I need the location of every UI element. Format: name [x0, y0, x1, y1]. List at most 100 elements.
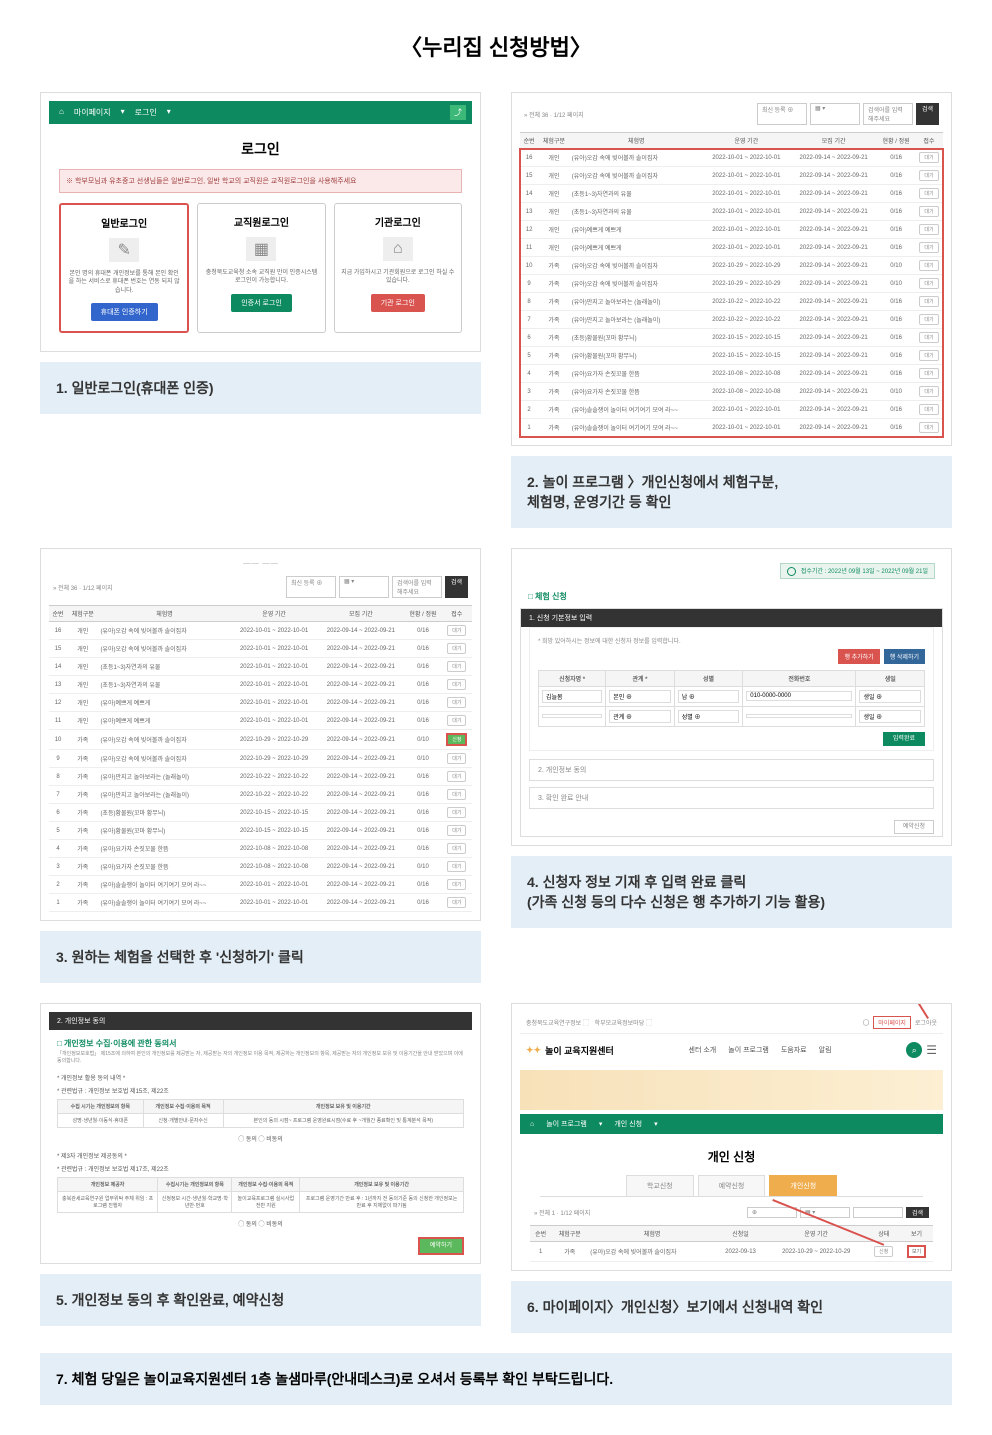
- login-card-button[interactable]: 인증서 로그인: [231, 294, 292, 312]
- top-link[interactable]: 충청북도교육연구정보 ⬚: [526, 1021, 589, 1027]
- search-input[interactable]: [853, 1207, 903, 1218]
- filter[interactable]: 최신 등록 ⊕: [757, 103, 807, 125]
- main-menu-item[interactable]: 센터 소개: [689, 1045, 717, 1055]
- nav-mypage[interactable]: 마이페이지: [74, 107, 111, 118]
- filter[interactable]: 최신 등록 ⊕: [286, 576, 336, 598]
- search-input[interactable]: 검색어를 입력해주세요: [392, 576, 442, 598]
- table-row[interactable]: 6가족(초등)황물원(꼬마 황무늬)2022-10-15 ~ 2022-10-1…: [520, 329, 943, 347]
- main-menu-item[interactable]: 알림: [819, 1045, 832, 1055]
- logout-link[interactable]: 로그아웃: [915, 1018, 937, 1027]
- main-menu-item[interactable]: 도움자료: [781, 1045, 807, 1055]
- nav-login[interactable]: 로그인: [135, 107, 157, 118]
- table-cell: (유아)솔솔쟁이 놀이터 여기여기 모여 라~~: [98, 876, 230, 894]
- table-cell: 2022-10-08 ~ 2022-10-08: [231, 840, 318, 858]
- table-cell: 6: [49, 804, 67, 822]
- table-row[interactable]: 6가족(초등)황물원(꼬마 황무늬)2022-10-15 ~ 2022-10-1…: [49, 804, 472, 822]
- bc-program[interactable]: 놀이 프로그램: [546, 1119, 587, 1129]
- search-input[interactable]: 검색어를 입력해주세요: [863, 103, 913, 125]
- table-row[interactable]: 16개인(유아)오감 속에 빚어볼까 솔이집자2022-10-01 ~ 2022…: [49, 622, 472, 640]
- table-row[interactable]: 1가족(유아)솔솔쟁이 놀이터 여기여기 모여 라~~2022-10-01 ~ …: [520, 419, 943, 437]
- submit-done-button[interactable]: 입력완료: [883, 732, 925, 746]
- date-icon[interactable]: ▦ ▾: [810, 103, 860, 125]
- phone-input[interactable]: [746, 714, 852, 718]
- apply-badge[interactable]: 신청: [446, 733, 467, 746]
- table-header: 접수: [915, 133, 943, 149]
- tab-2[interactable]: 개인신청: [769, 1175, 837, 1196]
- brand[interactable]: ✦✦ 놀이 교육지원센터: [526, 1044, 614, 1057]
- status-badge: 대기: [919, 224, 938, 235]
- agree-row-1[interactable]: ◯ 동의 ◯ 비동의: [49, 1134, 472, 1143]
- consent-submit-button[interactable]: 예약하기: [418, 1237, 464, 1255]
- login-card-button[interactable]: 기관 로그인: [371, 294, 425, 312]
- table-row[interactable]: 3가족(유아)요가자 손짓꼬물 한뜸2022-10-08 ~ 2022-10-0…: [520, 383, 943, 401]
- table-row[interactable]: 14개인(초등1~3)자연과의 유물2022-10-01 ~ 2022-10-0…: [520, 185, 943, 203]
- search-icon[interactable]: ⌕: [906, 1042, 922, 1058]
- name-input[interactable]: 김늘봄: [542, 690, 602, 703]
- panel-3-header[interactable]: 3. 확인 완료 안내: [529, 787, 934, 809]
- table-row[interactable]: 4가족(유아)요가자 손짓꼬물 한뜸2022-10-08 ~ 2022-10-0…: [49, 840, 472, 858]
- table-row[interactable]: 12개인(유아)예쁘게 예쁘게2022-10-01 ~ 2022-10-0120…: [49, 694, 472, 712]
- table-row[interactable]: 2가족(유아)솔솔쟁이 놀이터 여기여기 모여 라~~2022-10-01 ~ …: [520, 401, 943, 419]
- table-header: 접수: [442, 606, 472, 622]
- table-row[interactable]: 9가족(유아)오감 속에 빚어볼까 솔이집자2022-10-29 ~ 2022-…: [520, 275, 943, 293]
- table-cell: 0/16: [404, 786, 441, 804]
- search-button[interactable]: 검색: [906, 1207, 929, 1218]
- top-link[interactable]: 학부모교육정보마당 ⬚: [595, 1021, 652, 1027]
- table-cell: 0/16: [877, 329, 915, 347]
- table-row[interactable]: 4가족(유아)요가자 손짓꼬물 한뜸2022-10-08 ~ 2022-10-0…: [520, 365, 943, 383]
- table-row[interactable]: 15개인(유아)오감 속에 빚어볼까 솔이집자2022-10-01 ~ 2022…: [520, 167, 943, 185]
- bc-person[interactable]: 개인 신청: [614, 1119, 642, 1129]
- table-row[interactable]: 7가족(유아)만지고 놀아보라는 (놀래놀이)2022-10-22 ~ 2022…: [520, 311, 943, 329]
- gender-select[interactable]: 남 ⊕: [678, 690, 740, 703]
- view-button[interactable]: 보기: [907, 1245, 926, 1258]
- table-row[interactable]: 12개인(유아)예쁘게 예쁘게2022-10-01 ~ 2022-10-0120…: [520, 221, 943, 239]
- date-icon[interactable]: ▦ ▾: [339, 576, 389, 598]
- table-row[interactable]: 14개인(초등1~3)자연과의 유물2022-10-01 ~ 2022-10-0…: [49, 658, 472, 676]
- table-row[interactable]: 16개인(유아)오감 속에 빚어볼까 솔이집자2022-10-01 ~ 2022…: [520, 149, 943, 167]
- add-row-button[interactable]: 행 추가하기: [838, 649, 879, 664]
- reset-button[interactable]: 행 삭제하기: [884, 649, 925, 664]
- menu-icon[interactable]: ☰: [926, 1043, 937, 1057]
- agree-row-2[interactable]: ◯ 동의 ◯ 비동의: [49, 1219, 472, 1228]
- table-row[interactable]: 13개인(초등1~3)자연과의 유물2022-10-01 ~ 2022-10-0…: [520, 203, 943, 221]
- table-row[interactable]: 8가족(유아)만지고 놀아보라는 (놀래놀이)2022-10-22 ~ 2022…: [49, 768, 472, 786]
- result-count: » 전체 36 · 1/12 페이지: [524, 110, 584, 119]
- table-row[interactable]: 11개인(유아)예쁘게 예쁘게2022-10-01 ~ 2022-10-0120…: [520, 239, 943, 257]
- reservation-button[interactable]: 예약신청: [894, 820, 934, 834]
- table-row[interactable]: 2가족(유아)솔솔쟁이 놀이터 여기여기 모여 라~~2022-10-01 ~ …: [49, 876, 472, 894]
- table-row[interactable]: 7가족(유아)만지고 놀아보라는 (놀래놀이)2022-10-22 ~ 2022…: [49, 786, 472, 804]
- filter[interactable]: ⊕: [747, 1207, 797, 1218]
- login-card-button[interactable]: 휴대폰 인증하기: [91, 303, 158, 321]
- rel-select[interactable]: 관계 ⊕: [609, 710, 671, 723]
- table-row[interactable]: 1가족(유아)솔솔쟁이 놀이터 여기여기 모여 라~~2022-10-01 ~ …: [49, 894, 472, 912]
- tab-1[interactable]: 예약신청: [698, 1175, 766, 1196]
- home-icon[interactable]: ⌂: [530, 1121, 534, 1128]
- search-button[interactable]: 검색: [445, 576, 468, 598]
- panel-1-header: 1. 신청 기본정보 입력: [521, 609, 942, 627]
- table-row[interactable]: 13개인(초등1~3)자연과의 유물2022-10-01 ~ 2022-10-0…: [49, 676, 472, 694]
- table-row[interactable]: 15개인(유아)오감 속에 빚어볼까 솔이집자2022-10-01 ~ 2022…: [49, 640, 472, 658]
- main-menu-item[interactable]: 놀이 프로그램: [728, 1045, 769, 1055]
- table-cell: (유아)예쁘게 예쁘게: [98, 694, 230, 712]
- phone-input[interactable]: 010-0000-0000: [746, 691, 852, 701]
- table-row[interactable]: 3가족(유아)요가자 손짓꼬물 한뜸2022-10-08 ~ 2022-10-0…: [49, 858, 472, 876]
- birth-input[interactable]: 생일 ⊕: [859, 710, 921, 723]
- home-icon[interactable]: ⌂: [59, 107, 64, 118]
- rel-select[interactable]: 본인 ⊕: [609, 690, 671, 703]
- table-row[interactable]: 10가족(유아)오감 속에 빚어볼까 솔이집자2022-10-29 ~ 2022…: [49, 730, 472, 750]
- table-row[interactable]: 1가족(유아)오감 속에 빚어볼까 솔이집자2022-09-132022-10-…: [530, 1242, 933, 1262]
- table-row[interactable]: 11개인(유아)예쁘게 예쁘게2022-10-01 ~ 2022-10-0120…: [49, 712, 472, 730]
- share-icon[interactable]: ⤴: [450, 105, 466, 120]
- tab-0[interactable]: 학교신청: [626, 1175, 694, 1196]
- name-input[interactable]: [542, 714, 602, 718]
- table-row[interactable]: 10가족(유아)오감 속에 빚어볼까 솔이집자2022-10-29 ~ 2022…: [520, 257, 943, 275]
- panel-2-header[interactable]: 2. 개인정보 동의: [529, 759, 934, 781]
- table-row[interactable]: 9가족(유아)오감 속에 빚어볼까 솔이집자2022-10-29 ~ 2022-…: [49, 750, 472, 768]
- table-row[interactable]: 8가족(유아)만지고 놀아보라는 (놀래놀이)2022-10-22 ~ 2022…: [520, 293, 943, 311]
- mypage-link[interactable]: 마이페이지: [873, 1016, 911, 1029]
- gender-select[interactable]: 성별 ⊕: [678, 710, 740, 723]
- birth-input[interactable]: 생일 ⊕: [859, 690, 921, 703]
- search-button[interactable]: 검색: [916, 103, 939, 125]
- table-row[interactable]: 5가족(유아)황물원(꼬마 황무늬)2022-10-15 ~ 2022-10-1…: [49, 822, 472, 840]
- table-row[interactable]: 5가족(유아)황물원(꼬마 황무늬)2022-10-15 ~ 2022-10-1…: [520, 347, 943, 365]
